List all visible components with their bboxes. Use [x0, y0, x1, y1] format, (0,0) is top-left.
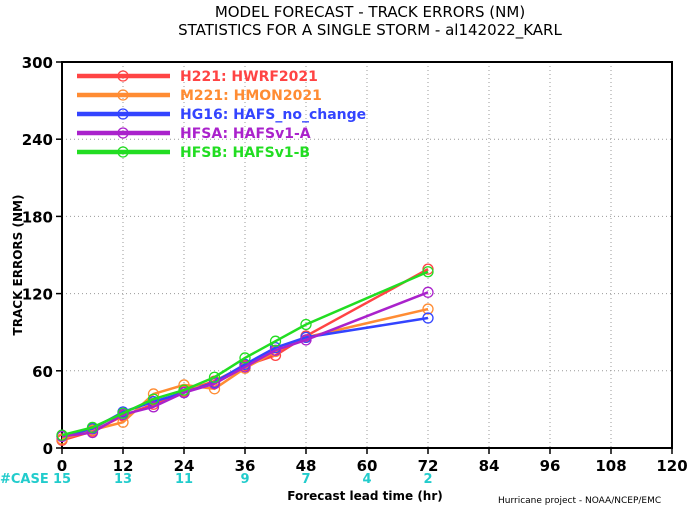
- y-tick-label: 180: [22, 208, 53, 226]
- y-tick-label: 120: [22, 286, 53, 304]
- data-point: [178, 384, 190, 396]
- data-point: [117, 407, 129, 419]
- data-point: [422, 312, 434, 324]
- legend-marker: [117, 146, 129, 158]
- legend-marker: [117, 108, 129, 120]
- case-count: 15: [53, 472, 71, 487]
- data-point: [269, 335, 282, 347]
- x-tick-label: 72: [418, 457, 439, 475]
- chart-subtitle: STATISTICS FOR A SINGLE STORM - al142022…: [178, 21, 562, 40]
- data-point: [239, 352, 251, 364]
- x-tick-label: 84: [479, 457, 500, 475]
- case-count: 9: [240, 472, 249, 487]
- case-count: 7: [301, 472, 310, 487]
- case-count: 2: [423, 472, 432, 487]
- data-point: [208, 371, 221, 383]
- x-tick-label: 48: [296, 457, 317, 475]
- x-tick-label: 36: [235, 457, 256, 475]
- series-line: [61, 270, 429, 437]
- grid-lines: [62, 62, 672, 448]
- case-label: #CASE: [0, 472, 49, 487]
- legend-marker: [117, 127, 129, 139]
- data-point: [269, 344, 282, 356]
- legend-marker: [117, 70, 129, 82]
- data-point: [422, 286, 434, 298]
- data-point: [208, 378, 221, 390]
- x-tick-label: 120: [656, 457, 687, 475]
- series-group: [56, 263, 434, 446]
- case-count: 11: [175, 472, 193, 487]
- case-count: 4: [362, 472, 371, 487]
- axis-ticks: 0 12 24 36 48 60 72 84 96 108 120 0 60 120 180 240 300: [22, 54, 688, 475]
- x-tick-label: 96: [540, 457, 561, 475]
- x-tick-label: 24: [174, 457, 195, 475]
- x-tick-label: 0: [57, 457, 67, 475]
- data-point: [147, 401, 160, 413]
- credit-text: Hurricane project - NOAA/NCEP/EMC: [498, 496, 661, 506]
- legend-label: H221: HWRF2021: [180, 69, 318, 85]
- legend-label: M221: HMON2021: [180, 88, 322, 104]
- data-point: [300, 334, 312, 346]
- legend-label: HFSA: HAFSv1-A: [180, 126, 311, 142]
- data-point: [86, 421, 99, 434]
- data-point: [422, 303, 434, 315]
- legend-marker: [117, 89, 129, 101]
- case-count: 13: [114, 472, 132, 487]
- legend-label: HG16: HAFS_no_change: [180, 107, 366, 123]
- series-line: [61, 291, 429, 438]
- data-point: [56, 429, 68, 441]
- x-tick-label: 12: [113, 457, 134, 475]
- data-point: [239, 361, 251, 373]
- y-tick-label: 240: [22, 131, 53, 149]
- data-point: [147, 393, 160, 405]
- y-tick-label: 300: [22, 54, 53, 72]
- legend-label: HFSB: HAFSv1-B: [180, 145, 310, 161]
- data-point: [300, 318, 312, 331]
- data-point: [422, 266, 434, 278]
- y-tick-label: 60: [32, 363, 53, 381]
- x-axis-label: Forecast lead time (hr): [287, 489, 443, 503]
- y-axis-label: TRACK ERRORS (NM): [11, 195, 25, 336]
- x-tick-label: 60: [357, 457, 378, 475]
- y-tick-label: 0: [43, 440, 53, 458]
- x-tick-label: 108: [595, 457, 626, 475]
- legend: H221: HWRF2021 M221: HMON2021 HG16: HAFS_n…: [77, 69, 366, 161]
- case-counts: 15 13 11 9 7 4 2: [53, 472, 433, 487]
- chart-title: MODEL FORECAST - TRACK ERRORS (NM): [215, 3, 525, 21]
